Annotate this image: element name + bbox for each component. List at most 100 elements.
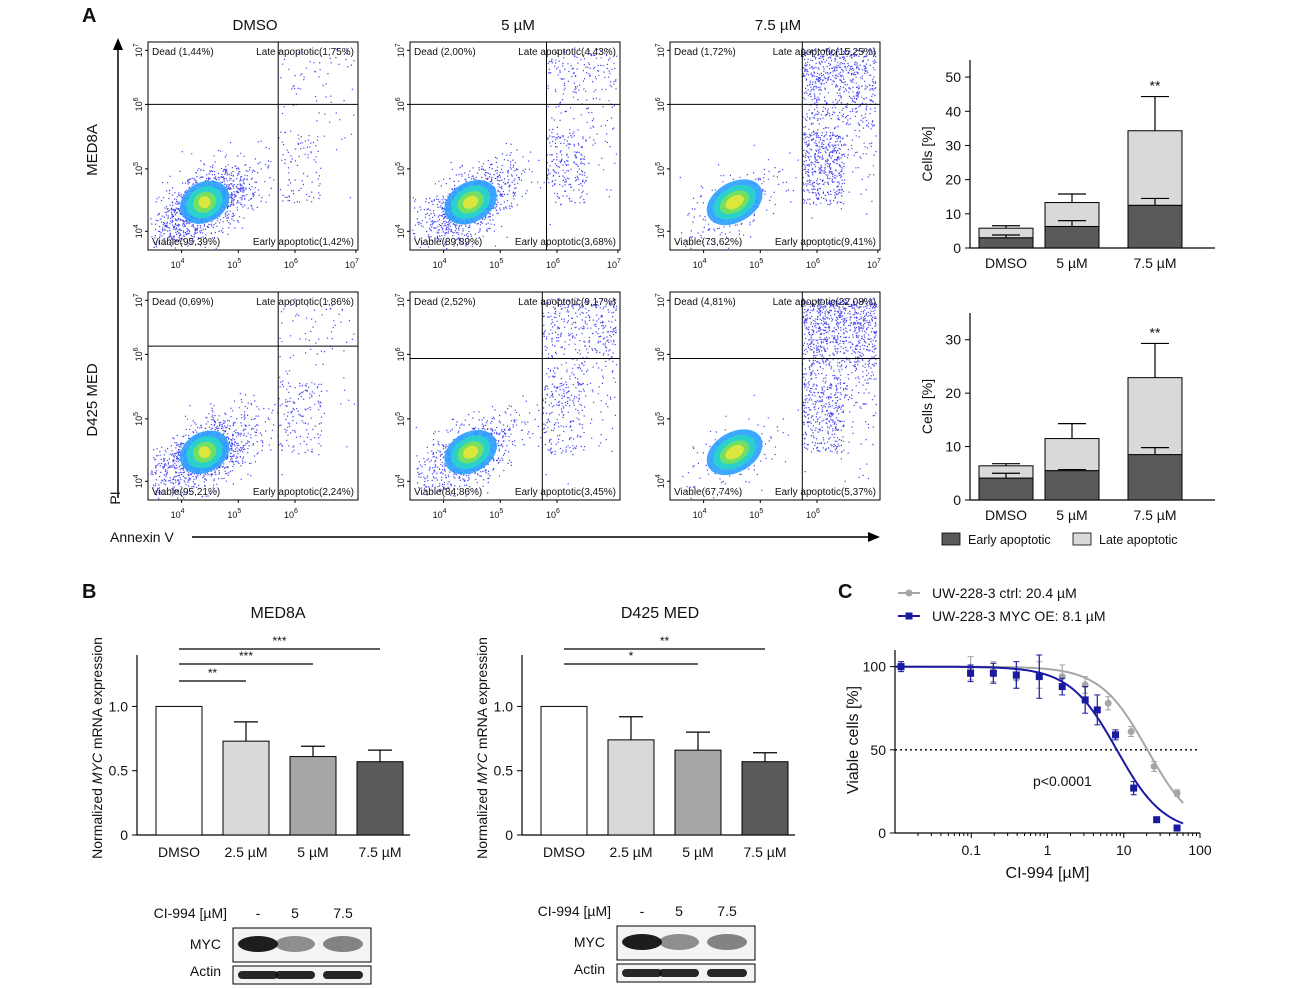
quad-label-late: Late apoptotic(4,43%) bbox=[518, 47, 616, 58]
tick-base: 10 bbox=[227, 260, 237, 270]
x-tick-label: 105 bbox=[749, 258, 763, 270]
density-core-3 bbox=[463, 195, 479, 209]
tick-base: 10 bbox=[749, 260, 759, 270]
legend-label: UW-228-3 MYC OE: 8.1 µM bbox=[932, 608, 1106, 624]
data-point bbox=[1093, 706, 1101, 714]
significance-label: * bbox=[629, 649, 634, 663]
tick-exp: 4 bbox=[395, 224, 402, 228]
blot-lane-label: 5 bbox=[675, 903, 683, 919]
y-tick-label: 105 bbox=[133, 412, 144, 426]
quad-label-late: Late apoptotic(1,75%) bbox=[256, 47, 354, 58]
quad-prefix: Early apoptotic bbox=[775, 237, 841, 248]
x-tick-label: 104 bbox=[433, 258, 447, 270]
tick-exp: 6 bbox=[655, 347, 662, 351]
bar-late bbox=[1127, 130, 1183, 206]
quad-label-late: Late apoptotic(22,08%) bbox=[773, 297, 876, 308]
quad-label-early: Early apoptotic(3,45%) bbox=[515, 487, 616, 498]
x-tick-label: 7.5 µM bbox=[1133, 255, 1176, 271]
flow-plot-d425-0: Dead (0,69%) Late apoptotic(1,86%)Viable(… bbox=[133, 291, 359, 520]
quad-prefix: Early apoptotic bbox=[515, 487, 581, 498]
quad-prefix: Dead bbox=[152, 297, 179, 308]
x-tick-label: 5 µM bbox=[1056, 507, 1087, 523]
tick-base: 10 bbox=[656, 351, 666, 361]
annexin-axis-label: Annexin V bbox=[110, 529, 174, 545]
bar bbox=[540, 705, 588, 836]
quad-prefix: Late apoptotic bbox=[256, 297, 319, 308]
legend-label: UW-228-3 ctrl: 20.4 µM bbox=[932, 585, 1077, 601]
x-tick-label: 105 bbox=[227, 508, 241, 520]
quad-value: (2,24%) bbox=[319, 487, 354, 498]
data-point bbox=[897, 663, 905, 671]
tick-base: 10 bbox=[134, 228, 144, 238]
tick-base: 10 bbox=[693, 260, 703, 270]
tick-base: 10 bbox=[396, 297, 406, 307]
blot-band-myc bbox=[323, 936, 363, 952]
y-tick-label: 30 bbox=[945, 137, 961, 153]
quad-prefix: Early apoptotic bbox=[253, 237, 319, 248]
blot-band-actin bbox=[659, 969, 699, 977]
flow-plot-frame bbox=[669, 291, 881, 501]
quad-label-viable: Viable(95,39%) bbox=[152, 237, 220, 248]
quad-value: (9,41%) bbox=[841, 237, 876, 248]
chart-title: D425 MED bbox=[621, 605, 699, 622]
chart-title: MED8A bbox=[250, 605, 305, 622]
ylabel-part: mRNA expression bbox=[474, 637, 490, 753]
significance-label: ** bbox=[660, 634, 670, 648]
blot-band-myc bbox=[238, 936, 278, 952]
tick-base: 10 bbox=[396, 228, 406, 238]
tick-exp: 7 bbox=[355, 258, 359, 265]
data-point bbox=[967, 669, 975, 677]
quad-label-viable: Viable(67,74%) bbox=[674, 487, 742, 498]
data-point bbox=[1081, 696, 1089, 704]
tick-base: 10 bbox=[656, 297, 666, 307]
quad-value: (0,69%) bbox=[179, 297, 214, 308]
y-tick-label: 106 bbox=[133, 97, 144, 111]
y-tick-label: 0.5 bbox=[494, 763, 514, 779]
quad-prefix: Viable bbox=[674, 487, 702, 498]
y-tick-label: 0.5 bbox=[109, 763, 129, 779]
y-axis-label: Cells [%] bbox=[919, 379, 935, 434]
bar bbox=[356, 761, 404, 836]
tick-exp: 4 bbox=[181, 508, 185, 515]
blot-band-actin bbox=[275, 971, 315, 979]
tick-base: 10 bbox=[171, 260, 181, 270]
tick-base: 10 bbox=[396, 47, 406, 57]
legend-marker bbox=[905, 589, 913, 597]
x-tick-label: 5 µM bbox=[297, 844, 328, 860]
tick-exp: 6 bbox=[395, 97, 402, 101]
significance-label: *** bbox=[272, 634, 286, 648]
y-tick-label: 0 bbox=[953, 492, 961, 508]
legend-label-early: Early apoptotic bbox=[968, 533, 1051, 547]
blot-lane-label: 5 bbox=[291, 905, 299, 921]
flow-plot-d425-1: Dead (2,52%) Late apoptotic(9,17%)Viable(… bbox=[395, 291, 621, 520]
y-tick-label: 104 bbox=[655, 224, 666, 238]
quad-label-early: Early apoptotic(1,42%) bbox=[253, 237, 354, 248]
quad-label-dead: Dead (2,00%) bbox=[414, 47, 476, 58]
tick-exp: 5 bbox=[759, 258, 763, 265]
y-tick-label: 10 bbox=[945, 206, 961, 222]
flow-plot-frame bbox=[409, 291, 621, 501]
data-point bbox=[1173, 824, 1181, 832]
tick-base: 10 bbox=[134, 351, 144, 361]
y-tick-label: 1.0 bbox=[109, 698, 129, 714]
x-tick-label: DMSO bbox=[985, 507, 1027, 523]
quad-value: (1,72%) bbox=[701, 47, 736, 58]
row-label-med8a: MED8A bbox=[84, 124, 101, 176]
x-tick-label: 2.5 µM bbox=[609, 844, 652, 860]
blot-row-label-actin: Actin bbox=[574, 961, 605, 977]
legend-label-late: Late apoptotic bbox=[1099, 533, 1178, 547]
tick-exp: 4 bbox=[443, 258, 447, 265]
bar-early bbox=[1127, 204, 1183, 249]
x-tick-label: 0.1 bbox=[962, 842, 982, 858]
quad-value: (1,75%) bbox=[319, 47, 354, 58]
quad-label-dead: Dead (0,69%) bbox=[152, 297, 214, 308]
stacked-bar-charts: 0 10 20 30 40 50 Cells [%] DMSO 5 µM 7.5 µM ** 0 10 2… bbox=[919, 60, 1215, 523]
tick-exp: 6 bbox=[395, 347, 402, 351]
data-point bbox=[1153, 816, 1161, 824]
data-point bbox=[1104, 699, 1112, 707]
tick-base: 10 bbox=[489, 510, 499, 520]
tick-exp: 7 bbox=[133, 293, 140, 297]
quad-label-dead: Dead (4,81%) bbox=[674, 297, 736, 308]
x-tick-label: 100 bbox=[1188, 842, 1212, 858]
